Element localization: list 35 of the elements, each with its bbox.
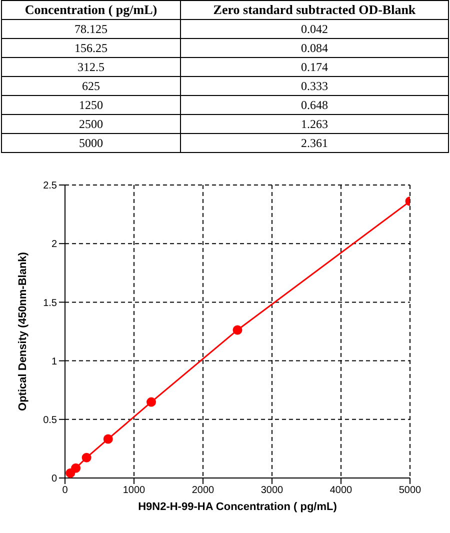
point bbox=[146, 397, 156, 407]
data-label: 1.263 bbox=[180, 114, 448, 134]
y-tick-label: 0.5 bbox=[43, 414, 58, 426]
y-axis-title: Optical Density (450nm-Blank) bbox=[16, 252, 29, 411]
category-label: 156.25 bbox=[2, 38, 180, 58]
point bbox=[232, 325, 242, 335]
category-label: 2500 bbox=[2, 114, 180, 134]
x-tick-label: 0 bbox=[62, 485, 68, 496]
x-axis-title: H9N2-H-99-HA Concentration ( pg/mL) bbox=[138, 501, 338, 513]
category-label: 5000 bbox=[2, 134, 180, 152]
category-label: 78.125 bbox=[2, 20, 180, 38]
y-tick-label: 2 bbox=[51, 239, 58, 250]
x-tick-label: 4000 bbox=[330, 485, 353, 496]
data-label: 0.042 bbox=[180, 20, 448, 38]
point bbox=[82, 452, 92, 462]
category-label: 625 bbox=[2, 76, 180, 96]
data-label: 2.361 bbox=[180, 134, 448, 152]
data-label: 0.174 bbox=[180, 58, 448, 76]
text: Concentration ( pg/mL) bbox=[2, 0, 180, 20]
data-label: 0.084 bbox=[180, 38, 448, 58]
y-tick-label: 2.5 bbox=[43, 180, 58, 192]
point bbox=[103, 434, 113, 444]
data-label: 0.333 bbox=[180, 76, 448, 96]
data-label: 0.648 bbox=[180, 96, 448, 114]
category-label: 1250 bbox=[2, 96, 180, 114]
x-tick-label: 1000 bbox=[122, 485, 146, 496]
x-tick-label: 5000 bbox=[398, 485, 422, 496]
category-label: 312.5 bbox=[2, 58, 180, 76]
x-tick-label: 3000 bbox=[260, 485, 284, 496]
y-tick-label: 1 bbox=[51, 356, 58, 368]
y-tick-label: 0 bbox=[51, 474, 58, 485]
point bbox=[71, 463, 81, 473]
text: Zero standard subtracted OD-Blank bbox=[180, 0, 448, 20]
y-tick-label: 1.5 bbox=[43, 298, 58, 309]
x-tick-label: 2000 bbox=[192, 485, 215, 496]
